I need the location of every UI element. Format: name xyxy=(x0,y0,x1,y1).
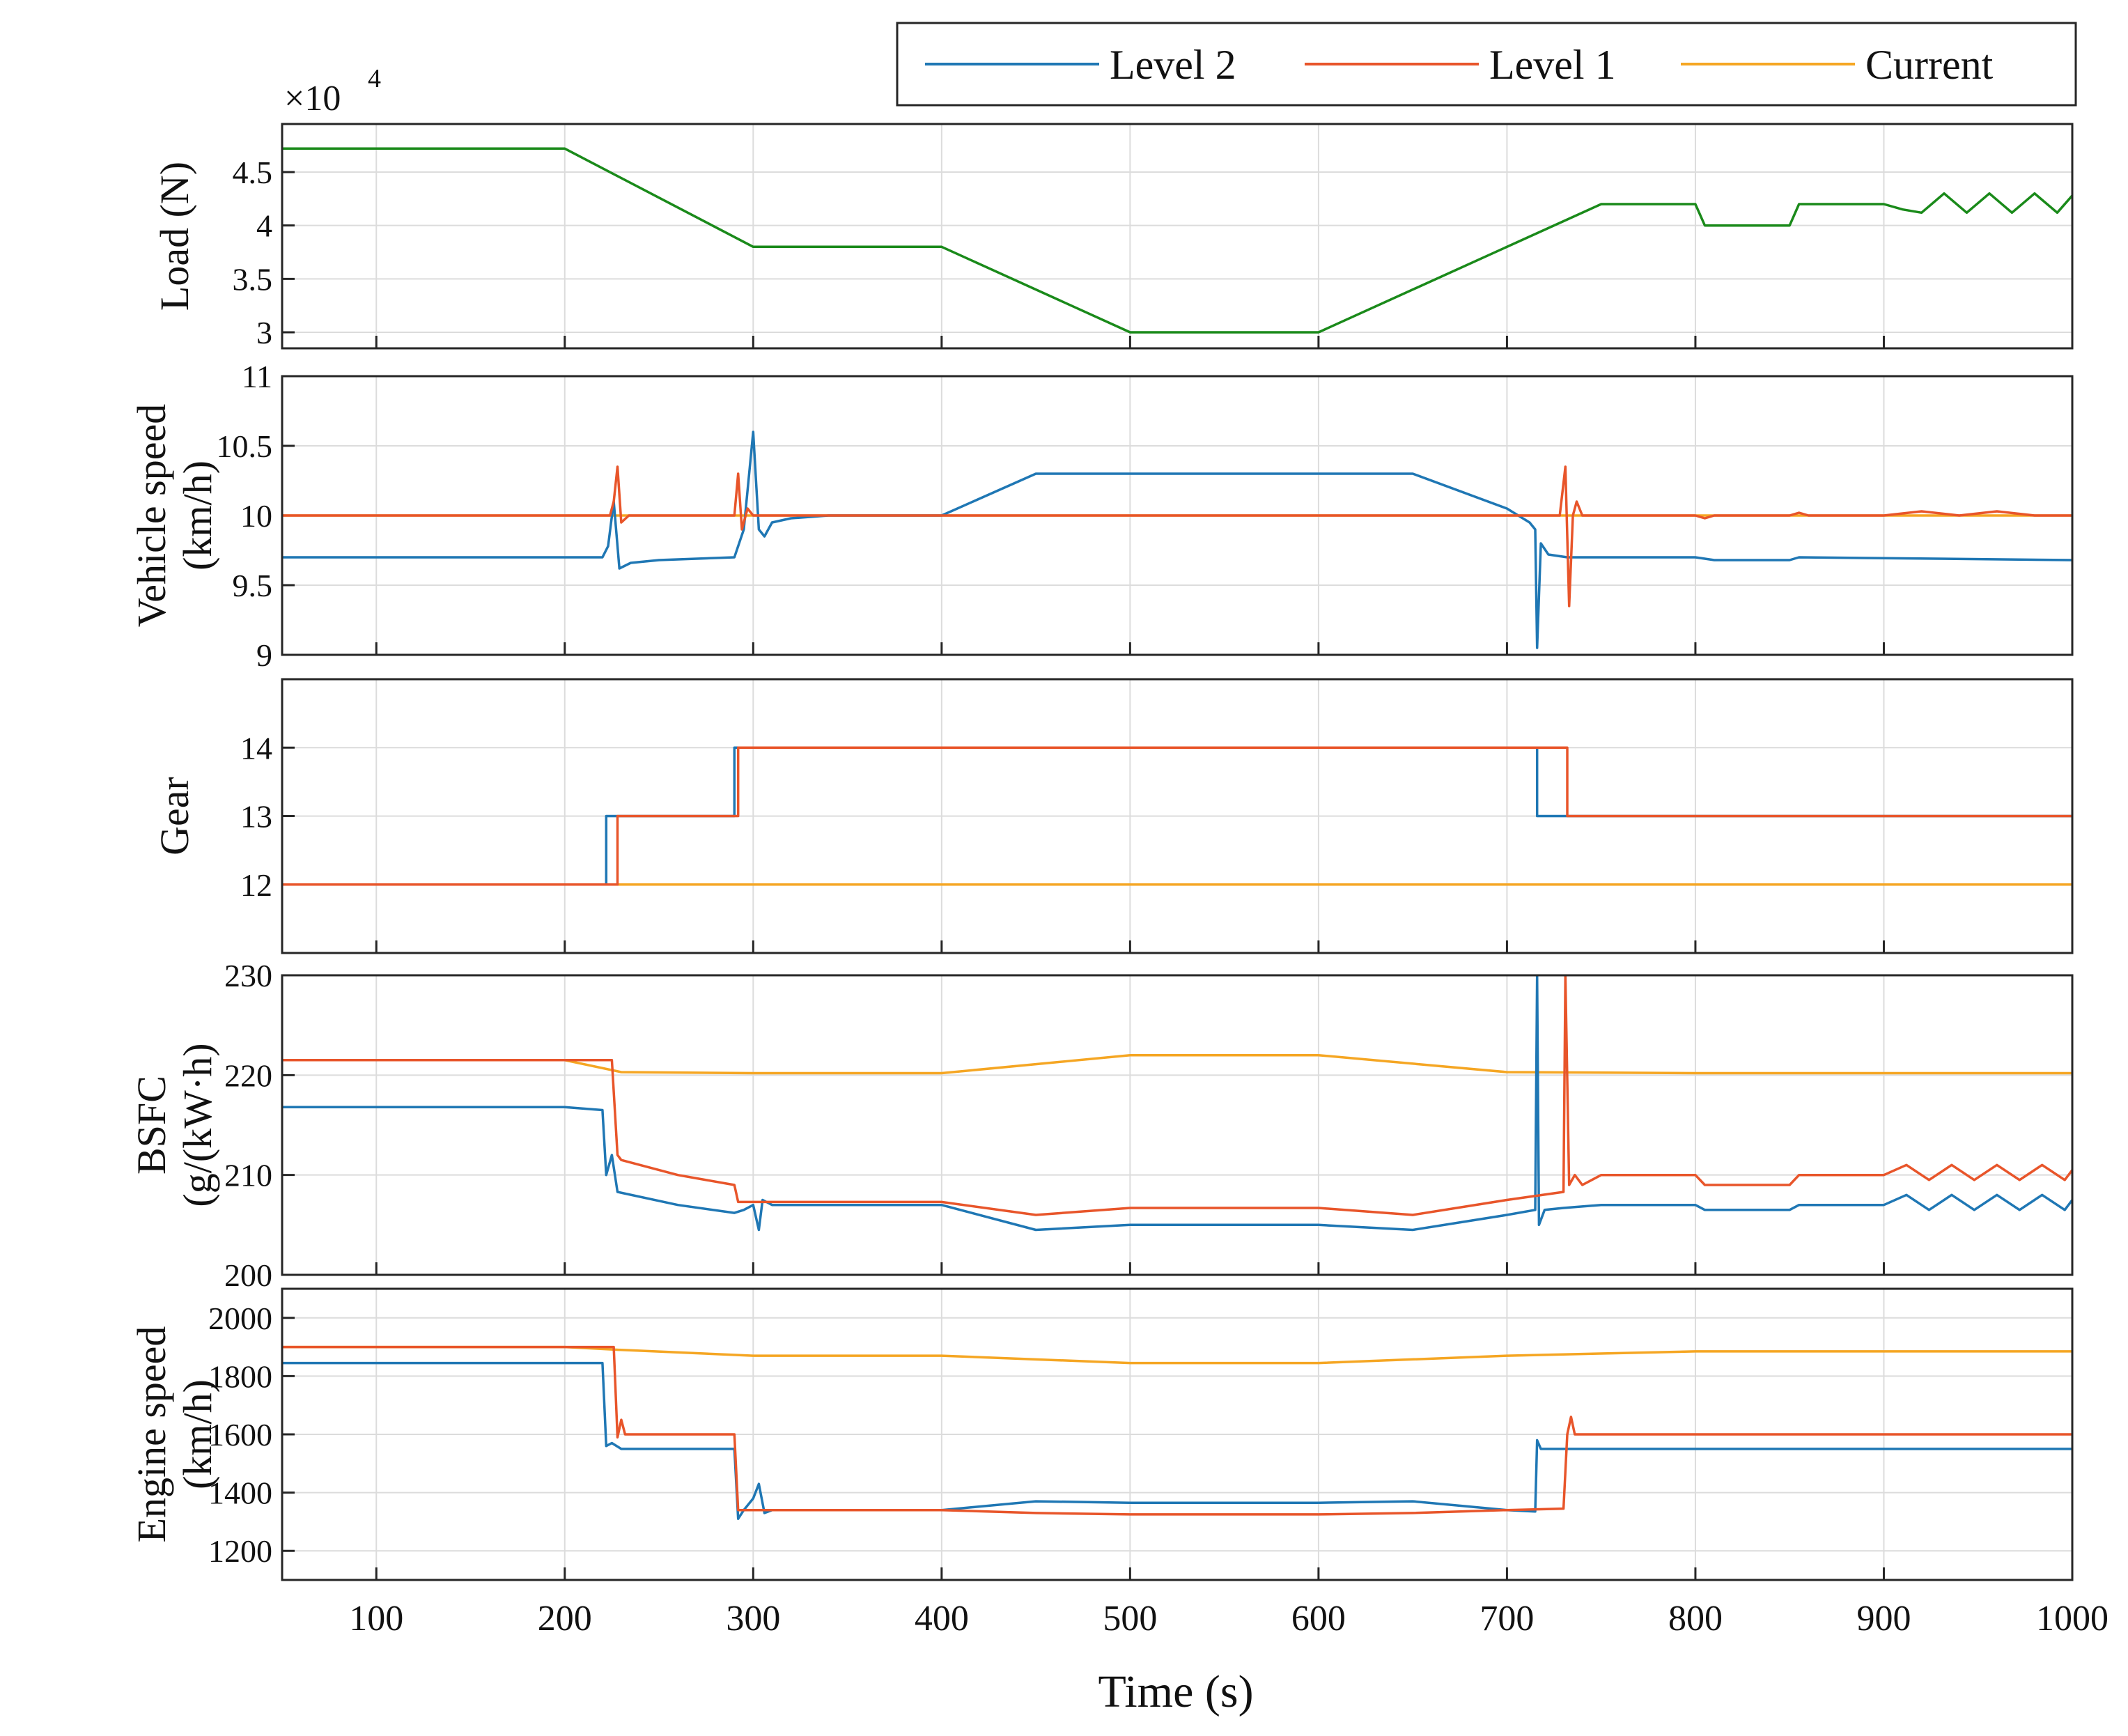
panel-engine-speed-ytick-label: 1800 xyxy=(208,1358,272,1394)
x-tick-label: 200 xyxy=(538,1599,592,1638)
legend-label-level-1: Level 1 xyxy=(1489,42,1616,88)
x-tick-label: 300 xyxy=(726,1599,780,1638)
x-tick-label: 500 xyxy=(1103,1599,1157,1638)
panel-gear: 12 13 14 Gear xyxy=(152,678,2074,954)
panel-load: 3 3.5 4 4.5 Load (N) xyxy=(152,123,2074,350)
panel-load-ytick-label: 4 xyxy=(256,208,272,244)
panel-engine-speed-ytick-label: 1600 xyxy=(208,1417,272,1452)
panel-bsfc-ytick-label: 230 xyxy=(224,958,272,993)
x-tick-label: 600 xyxy=(1291,1599,1346,1638)
panel-load-ytick-label: 3.5 xyxy=(233,261,273,297)
load-multiplier: ×10 4 xyxy=(284,64,381,118)
series-current-engine-speed xyxy=(282,1345,2072,1365)
panel-gear-ylabel: Gear xyxy=(152,777,197,855)
panel-vehicle-speed-frame xyxy=(281,375,2074,656)
panel-load-ylabel: Load (N) xyxy=(152,162,197,311)
panel-bsfc-ytick-label: 220 xyxy=(224,1057,272,1093)
panels: 3 3.5 4 4.5 Load (N) 9 9.5 10 10.5 11 Vehicle spee… xyxy=(129,123,2074,1581)
panel-bsfc: 200 210 220 230 BSFC (g/(kW·h) xyxy=(129,958,2074,1293)
panel-bsfc-ylabel: BSFC xyxy=(129,1076,174,1175)
load-multiplier-exponent: 4 xyxy=(368,64,381,93)
panel-engine-speed-ylabel: Engine speed xyxy=(129,1326,174,1543)
x-tick-label: 800 xyxy=(1668,1599,1723,1638)
panel-engine-speed-ytick-label: 1400 xyxy=(208,1475,272,1511)
panel-engine-speed-ytick-label: 2000 xyxy=(208,1301,272,1336)
series-level-1-bsfc xyxy=(282,975,2072,1216)
panel-gear-frame xyxy=(281,678,2074,954)
legend-label-level-2: Level 2 xyxy=(1110,42,1236,88)
load-multiplier-base: ×10 xyxy=(284,79,341,118)
panel-vehicle-speed-ylabel: (km/h) xyxy=(175,460,220,571)
legend-entry-current: Current xyxy=(1681,42,1994,88)
panel-load-ytick-label: 3 xyxy=(256,315,272,350)
panel-gear-ytick-label: 12 xyxy=(240,867,272,903)
series-level-2-gear xyxy=(282,746,2072,886)
panel-load-frame xyxy=(281,123,2074,350)
panel-load-ytick-label: 4.5 xyxy=(233,155,273,190)
x-tick-label: 100 xyxy=(349,1599,403,1638)
panel-vehicle-speed: 9 9.5 10 10.5 11 Vehicle speed (km/h) xyxy=(129,359,2074,673)
panel-engine-speed: 1200 1400 1600 1800 2000 Engine speed (km/h) xyxy=(129,1287,2074,1581)
x-axis: 100 200 300 400 500 600 700 800 900 1000 xyxy=(349,1599,2108,1638)
x-tick-label: 900 xyxy=(1856,1599,1911,1638)
legend-entry-level-1: Level 1 xyxy=(1305,42,1616,88)
series-level-1-gear xyxy=(282,746,2072,886)
legend-entry-level-2: Level 2 xyxy=(925,42,1236,88)
panel-load-background xyxy=(282,124,2072,348)
panel-vehicle-speed-ytick-label: 10 xyxy=(240,498,272,534)
panel-vehicle-speed-ylabel: Vehicle speed xyxy=(129,404,174,627)
x-axis-title: Time (s) xyxy=(1098,1666,1253,1717)
legend-label-current: Current xyxy=(1865,42,1994,88)
series-level-1-vehicle-speed xyxy=(282,465,2072,607)
series-level-1-engine-speed xyxy=(282,1345,2072,1516)
panel-bsfc-background xyxy=(282,975,2072,1275)
panel-vehicle-speed-ytick-label: 10.5 xyxy=(217,428,273,464)
panel-bsfc-ytick-label: 200 xyxy=(224,1257,272,1293)
panel-vehicle-speed-ytick-label: 9.5 xyxy=(233,568,273,603)
series-current-bsfc xyxy=(282,1053,2072,1075)
panel-gear-ytick-label: 13 xyxy=(240,799,272,835)
panel-engine-speed-frame xyxy=(281,1287,2074,1581)
panel-engine-speed-ytick-label: 1200 xyxy=(208,1533,272,1569)
x-tick-label: 700 xyxy=(1479,1599,1534,1638)
panel-bsfc-frame xyxy=(281,974,2074,1276)
x-tick-label: 400 xyxy=(915,1599,969,1638)
legend: Level 2 Level 1 Current xyxy=(896,22,2077,107)
x-tick-label: 1000 xyxy=(2036,1599,2108,1638)
panel-engine-speed-ylabel: (km/h) xyxy=(175,1379,220,1489)
panel-gear-ytick-label: 14 xyxy=(240,730,272,766)
panel-bsfc-ytick-label: 210 xyxy=(224,1158,272,1193)
series-level-2-bsfc xyxy=(282,975,2072,1232)
panel-vehicle-speed-ytick-label: 11 xyxy=(242,359,272,394)
series-load-load xyxy=(282,147,2072,334)
panel-bsfc-ylabel: (g/(kW·h) xyxy=(175,1043,220,1207)
panel-vehicle-speed-ytick-label: 9 xyxy=(256,637,272,673)
